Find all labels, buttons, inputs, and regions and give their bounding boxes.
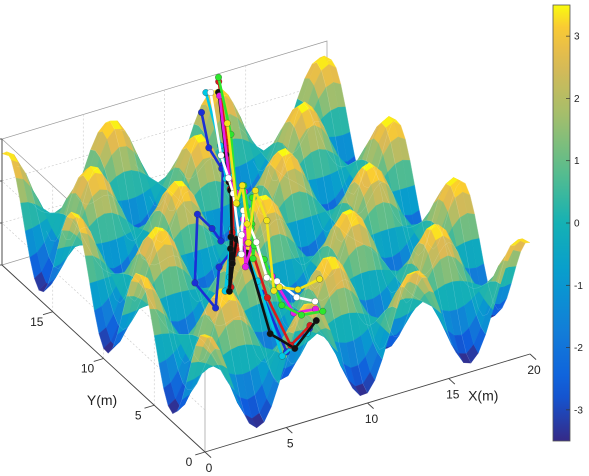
- mesh-line: [120, 130, 324, 364]
- colorbar-tick-label: 3: [574, 32, 580, 43]
- trajectory-point: [249, 255, 257, 263]
- mesh-line: [1, 151, 206, 414]
- trajectory-point: [263, 217, 271, 225]
- trajectory-point: [207, 89, 215, 96]
- mesh-line: [164, 134, 368, 394]
- axes: 051015200510150123X(m)Y(m): [0, 138, 541, 475]
- mesh-line: [75, 194, 280, 384]
- x-tick-label: 15: [446, 388, 460, 402]
- x-tick: [448, 378, 456, 385]
- x-axis-label: X(m): [468, 387, 498, 403]
- trajectory-point: [298, 311, 305, 319]
- trajectory-point: [252, 238, 260, 246]
- trajectory-point: [311, 297, 319, 305]
- mesh-line: [31, 201, 235, 391]
- x-tick-label: 0: [206, 461, 213, 475]
- trajectory-point: [205, 144, 213, 152]
- x-tick: [204, 451, 212, 458]
- mesh-line: [16, 166, 220, 390]
- trajectory-point: [217, 237, 225, 245]
- colorbar-tick-label: -2: [574, 343, 583, 354]
- colorbar: 3 2 1 0 -1 -2 -3: [552, 4, 583, 442]
- trajectory-point: [208, 225, 216, 232]
- y-tick-label: 10: [81, 362, 95, 376]
- trajectory-point: [227, 245, 234, 253]
- y-tick: [93, 358, 104, 362]
- colorbar-tick-label: 2: [574, 94, 580, 105]
- x-tick-label: 10: [365, 412, 379, 426]
- trajectory-7: [223, 119, 324, 295]
- trajectory-point: [273, 277, 281, 285]
- trajectory-point: [293, 293, 301, 301]
- trajectory-point: [223, 119, 231, 127]
- trajectory-point: [238, 231, 246, 239]
- colorbar-tick-label: 0: [574, 219, 580, 230]
- trajectory-point: [232, 199, 240, 207]
- trajectory-point: [198, 108, 205, 116]
- trajectory-point: [294, 286, 302, 294]
- y-axis-label: Y(m): [87, 392, 117, 408]
- trajectory-point: [263, 294, 271, 302]
- trajectory-point: [244, 239, 252, 247]
- trajectory-point: [212, 304, 220, 312]
- trajectory-point: [278, 301, 286, 309]
- trajectory-point: [215, 263, 223, 271]
- mesh-line: [297, 98, 501, 289]
- trajectories: [191, 73, 327, 360]
- trajectory-point: [270, 287, 278, 295]
- trajectory-point: [193, 210, 201, 218]
- y-tick-label: 0: [186, 455, 193, 469]
- trajectory-point: [275, 283, 283, 291]
- trajectory-point: [266, 330, 274, 338]
- trajectory-point: [242, 263, 249, 271]
- mesh-line: [179, 157, 383, 360]
- trajectory-point: [227, 233, 235, 241]
- surface-cell: [517, 238, 531, 244]
- trajectory-point: [225, 174, 232, 182]
- trajectory-point: [225, 287, 233, 295]
- y-tick-label: 5: [135, 408, 142, 422]
- trajectory-point: [237, 250, 245, 258]
- mesh-line: [267, 101, 472, 364]
- trajectory-point: [238, 181, 246, 189]
- x-tick-label: 20: [527, 363, 541, 377]
- colorbar-tick-label: -3: [574, 405, 583, 416]
- x-tick: [367, 402, 374, 409]
- y-tick-label: 15: [30, 315, 44, 329]
- trajectory-point: [316, 275, 324, 283]
- trajectory-point: [278, 352, 286, 360]
- mesh-line: [105, 120, 309, 383]
- mesh-line: [193, 123, 398, 326]
- trajectory-point: [228, 260, 236, 267]
- colorbar-tick-label: 1: [574, 156, 580, 167]
- trajectory-point: [319, 307, 327, 315]
- mesh-line: [238, 126, 442, 314]
- x-tick: [285, 427, 293, 434]
- trajectory-point: [312, 317, 320, 325]
- y-tick: [195, 451, 206, 456]
- y-tick: [42, 311, 53, 316]
- trajectory-point: [243, 220, 251, 228]
- trajectory-point: [215, 73, 222, 81]
- trajectory-point: [263, 274, 271, 282]
- mesh-line: [326, 59, 531, 310]
- trajectory-point: [251, 187, 259, 194]
- surface-mesh: [1, 55, 531, 429]
- colorbar-tick-label: -1: [574, 281, 583, 292]
- mesh-line: [312, 62, 516, 317]
- mesh-line: [282, 121, 486, 335]
- mesh-line: [90, 149, 294, 363]
- y-tick: [144, 404, 155, 409]
- x-tick-label: 5: [287, 437, 294, 451]
- trajectory-point: [217, 151, 225, 159]
- trajectory-point: [191, 279, 199, 287]
- trajectory-point: [291, 344, 299, 352]
- mesh-line: [252, 121, 457, 353]
- x-tick: [529, 353, 537, 360]
- mesh-line: [223, 94, 427, 338]
